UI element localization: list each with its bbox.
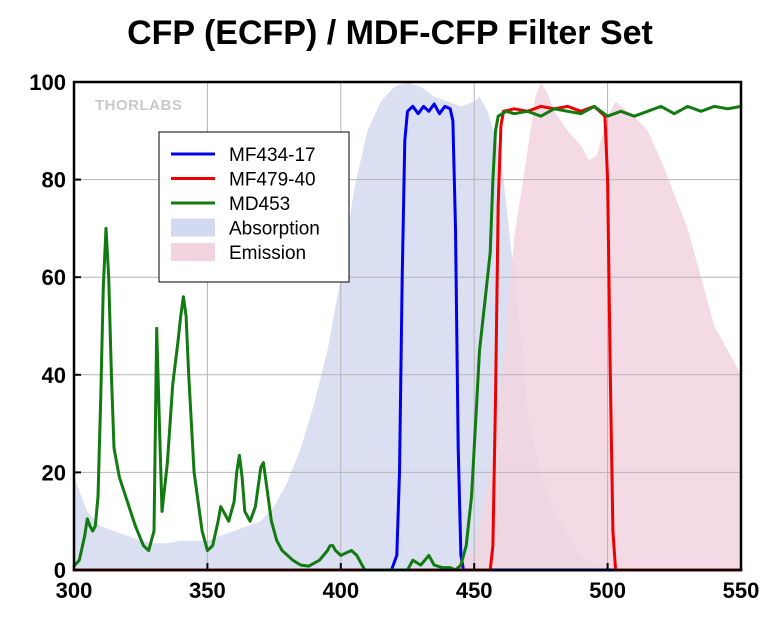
- legend: MF434-17 MF479-40 MD453 Absorption Emission: [158, 131, 350, 283]
- legend-label-mf479-40: MF479-40: [229, 170, 316, 191]
- axis-ticks: 300 350 400 450 500 550 0 20 40 60 80 100: [29, 70, 759, 603]
- x-tick-label: 400: [322, 578, 359, 603]
- x-tick-label: 300: [56, 578, 93, 603]
- emission-area: [447, 82, 741, 570]
- y-tick-label: 60: [42, 265, 66, 290]
- line-series-layer: [72, 102, 743, 572]
- plot-frame: [72, 80, 743, 572]
- x-tick-label: 550: [723, 578, 760, 603]
- x-tick-label: 500: [589, 578, 626, 603]
- chart-title: CFP (ECFP) / MDF-CFP Filter Set: [127, 14, 653, 52]
- legend-swatch-absorption: [171, 218, 215, 237]
- mf434-17-line: [72, 102, 743, 572]
- md453-line: [72, 104, 743, 572]
- legend-label-absorption: Absorption: [229, 219, 320, 240]
- y-tick-label: 20: [42, 460, 66, 485]
- legend-label-emission: Emission: [229, 243, 306, 264]
- mf479-40-line: [72, 104, 743, 572]
- x-tick-label: 450: [456, 578, 493, 603]
- y-tick-label: 100: [29, 70, 66, 95]
- legend-label-md453: MD453: [229, 194, 290, 215]
- x-tick-label: 350: [189, 578, 226, 603]
- thorlabs-watermark: THORLABS: [95, 97, 182, 114]
- legend-swatch-emission: [171, 243, 215, 261]
- legend-label-mf434-17: MF434-17: [229, 145, 316, 166]
- y-tick-label: 80: [42, 168, 66, 193]
- y-tick-label: 40: [42, 363, 66, 388]
- y-tick-label: 0: [54, 558, 66, 583]
